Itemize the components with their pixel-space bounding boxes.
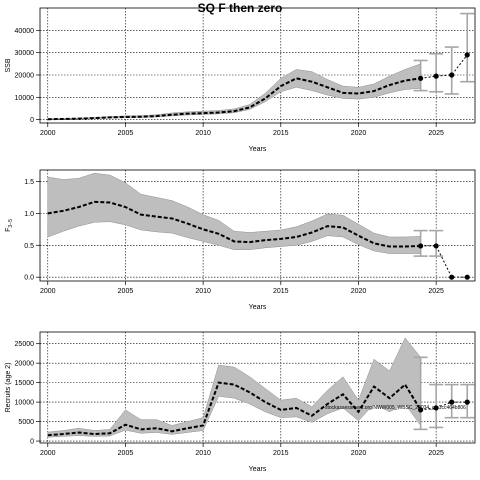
f-y-tick-label: 1.5: [24, 179, 34, 186]
f-x-tick-label: 2005: [118, 288, 134, 295]
f-forecast-point: [449, 274, 455, 280]
f-y-tick-label: 0.5: [24, 243, 34, 250]
ssb-forecast-point: [433, 73, 439, 79]
f-y-axis-subscript: 3−5: [8, 219, 14, 228]
f-x-tick-label: 2010: [195, 288, 211, 295]
rec-y-tick-label: 10000: [15, 400, 35, 407]
f-y-tick-label: 0.0: [24, 275, 34, 282]
ssb-x-tick-label: 2005: [118, 130, 134, 137]
ssb-estimate-line: [47, 77, 421, 121]
rec-x-tick-label: 2015: [273, 450, 289, 457]
f-estimate-line: [47, 200, 421, 248]
ssb-y-tick-label: 40000: [15, 28, 35, 35]
rec-x-tick-label: 2000: [40, 450, 56, 457]
ssb-panel: 2000 2005 2010 2015 2020 2025 0 10000 20000 30000…: [5, 7, 476, 153]
rec-x-tick-label: 2025: [428, 450, 444, 457]
rec-y-tick-label: 0: [30, 439, 34, 446]
rec-x-tick-label: 2010: [195, 450, 211, 457]
f-y-tick-label: 1.0: [24, 211, 34, 218]
rec-forecast-line: [420, 401, 468, 411]
fishing-mortality-panel: 2000 2005 2010 2015 2020 2025 0.0 0.5 1.0 1.5 Year…: [5, 169, 476, 311]
rec-y-tick-label: 5000: [18, 419, 34, 426]
ssb-x-tick-label: 2015: [273, 130, 289, 137]
ssb-x-tick-label: 2010: [195, 130, 211, 137]
rec-x-tick-label: 2020: [351, 450, 367, 457]
ssb-y-tick-label: 0: [30, 117, 34, 124]
rec-forecast-point: [433, 405, 439, 411]
ssb-forecast-point: [449, 72, 455, 78]
f-x-tick-label: 2020: [351, 288, 367, 295]
f-forecast-point: [464, 274, 470, 280]
f-x-tick-label: 2015: [273, 288, 289, 295]
f-forecast-point: [418, 243, 424, 249]
recruits-panel: 2000 2005 2010 2015 2020 2025 0 5000 10000 15000 2…: [5, 331, 476, 473]
rec-estimate-line: [47, 381, 422, 437]
ssb-x-tick-label: 2000: [40, 130, 56, 137]
source-annotation: stockassessment.org/NWW005_WBSC_29034_gi…: [325, 405, 466, 411]
rec-forecast-point: [464, 399, 470, 405]
ssb-forecast-point: [418, 75, 424, 81]
ssb-x-axis-title: Years: [249, 146, 267, 153]
rec-y-tick-label: 25000: [15, 341, 35, 348]
ssb-y-tick-label: 20000: [15, 72, 35, 79]
rec-y-axis-title: Recruits (age 2): [5, 363, 12, 413]
f-y-axis-title: F3−5: [5, 219, 14, 232]
ssb-plot-frame: [39, 7, 476, 124]
rec-forecast-point: [449, 399, 455, 405]
rec-x-tick-label: 2005: [118, 450, 134, 457]
rec-y-tick-label: 20000: [15, 361, 35, 368]
f-plot-frame: [39, 169, 476, 282]
f-x-tick-label: 2025: [428, 288, 444, 295]
f-forecast-line: [420, 245, 468, 278]
ssb-y-axis-title: SSB: [5, 58, 12, 72]
ssb-forecast-point: [464, 52, 470, 58]
f-x-tick-label: 2000: [40, 288, 56, 295]
f-x-axis-title: Years: [249, 304, 267, 311]
f-forecast-point: [433, 243, 439, 249]
rec-x-axis-title: Years: [249, 466, 267, 473]
rec-forecast-point: [418, 407, 424, 413]
ssb-x-tick-label: 2025: [428, 130, 444, 137]
rec-confidence-band: [47, 337, 421, 438]
rec-plot-frame: [39, 331, 476, 444]
rec-y-tick-label: 15000: [15, 380, 35, 387]
ssb-y-tick-label: 10000: [15, 95, 35, 102]
ssb-x-tick-label: 2020: [351, 130, 367, 137]
ssb-y-tick-label: 30000: [15, 50, 35, 57]
